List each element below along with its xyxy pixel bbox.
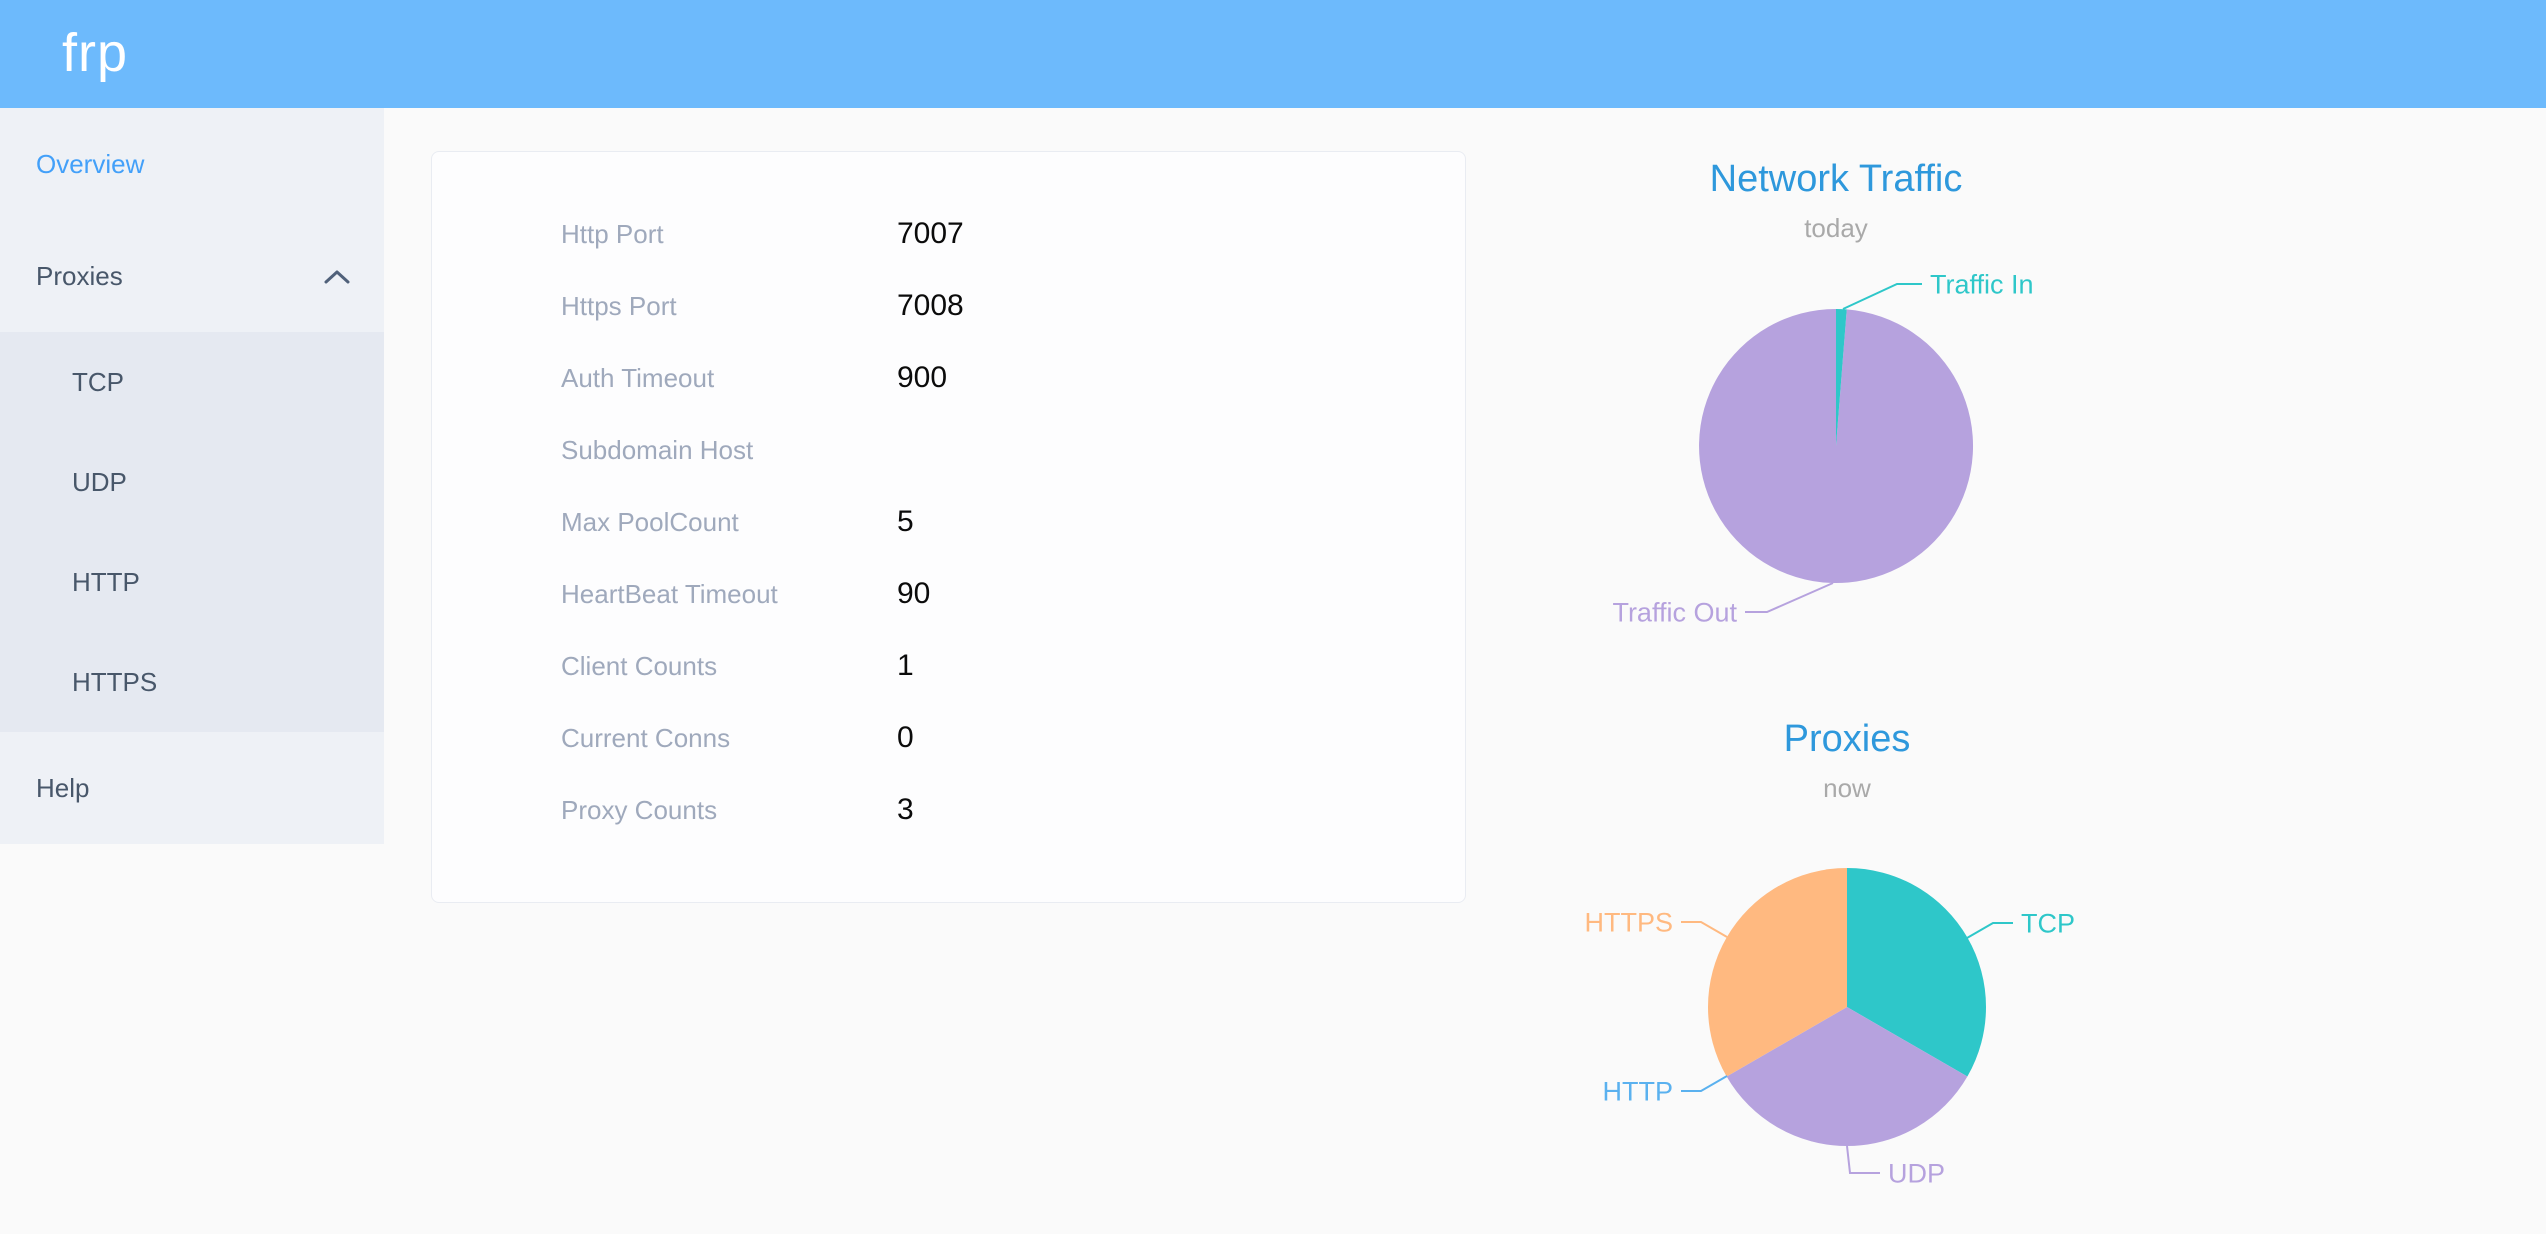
- pie-slice-traffic-out[interactable]: [1699, 309, 1974, 583]
- info-label: Auth Timeout: [561, 363, 715, 393]
- info-row: Max PoolCount 5: [432, 486, 1465, 558]
- pie-slice-traffic-in[interactable]: [1836, 309, 1847, 446]
- label-line-udp: [1846, 1145, 1880, 1174]
- info-value: 3: [897, 793, 914, 826]
- network-traffic-chart: Network Traffic today Traffic In Traffic…: [1478, 150, 2194, 690]
- info-label: Http Port: [561, 219, 664, 249]
- info-value: 7008: [897, 289, 964, 322]
- label-line-traffic-out: [1745, 582, 1834, 613]
- label-line-http: [1681, 1075, 1728, 1092]
- pie-label-tcp: TCP: [2021, 908, 2075, 938]
- sidebar-item-label: Overview: [36, 149, 145, 179]
- info-label: Proxy Counts: [561, 795, 718, 825]
- sidebar: Overview Proxies TCP UDP HTTP HTTPS Help: [0, 108, 384, 844]
- pie-label-http: HTTP: [1603, 1076, 1674, 1106]
- pie-slice-udp[interactable]: [1726, 1007, 1968, 1147]
- sidebar-item-http[interactable]: HTTP: [72, 567, 140, 597]
- chart-subtitle: now: [1823, 773, 1871, 803]
- info-value: 900: [897, 361, 948, 394]
- info-row: Https Port 7008: [432, 270, 1465, 342]
- info-value: 5: [897, 505, 914, 538]
- pie-label-https: HTTPS: [1584, 907, 1673, 937]
- label-line-tcp: [1966, 922, 2013, 939]
- app-logo: frp: [62, 22, 129, 83]
- info-label: Client Counts: [561, 651, 718, 681]
- sidebar-item-https[interactable]: HTTPS: [72, 667, 158, 697]
- app-header: frp: [0, 0, 2546, 108]
- sidebar-item-tcp[interactable]: TCP: [72, 367, 124, 397]
- info-label: Subdomain Host: [561, 435, 754, 465]
- sidebar-item-help[interactable]: Help: [0, 732, 384, 844]
- sidebar-item-udp[interactable]: UDP: [72, 467, 127, 497]
- info-label: Https Port: [561, 291, 677, 321]
- proxies-chart: Proxies now TCP HTTPS HTTP UDP: [1480, 710, 2214, 1234]
- info-value: 0: [897, 721, 914, 754]
- sidebar-item-proxies[interactable]: Proxies: [0, 220, 384, 332]
- info-row: Client Counts 1: [432, 630, 1465, 702]
- chart-title: Proxies: [1783, 718, 1911, 760]
- sidebar-item-label: Help: [36, 773, 90, 803]
- pie-slice-tcp[interactable]: [1847, 868, 1987, 1077]
- info-row: Auth Timeout 900: [432, 342, 1465, 414]
- info-row: Subdomain Host: [432, 414, 1465, 486]
- info-row: Http Port 7007: [432, 198, 1465, 270]
- info-value: 1: [897, 649, 914, 682]
- pie-label-traffic-in: Traffic In: [1930, 269, 2034, 299]
- pie-slice-https[interactable]: [1707, 868, 1847, 1077]
- pie-label-udp: UDP: [1888, 1158, 1945, 1188]
- label-line-https: [1681, 921, 1728, 938]
- chevron-up-icon: [324, 220, 350, 332]
- pie-label-traffic-out: Traffic Out: [1612, 597, 1737, 627]
- info-label: Max PoolCount: [561, 507, 739, 537]
- chart-title: Network Traffic: [1709, 158, 1963, 200]
- info-label: HeartBeat Timeout: [561, 579, 778, 609]
- server-info-card: Http Port 7007 Https Port 7008 Auth Timeou…: [431, 151, 1466, 903]
- info-row: Proxy Counts 3: [432, 774, 1465, 846]
- info-row: HeartBeat Timeout 90: [432, 558, 1465, 630]
- proxies-submenu: TCP UDP HTTP HTTPS: [0, 332, 384, 732]
- info-value: 7007: [897, 217, 964, 250]
- info-row: Current Conns 0: [432, 702, 1465, 774]
- sidebar-item-overview[interactable]: Overview: [0, 108, 384, 220]
- sidebar-item-label: Proxies: [36, 261, 123, 291]
- info-value: 90: [897, 577, 931, 610]
- info-label: Current Conns: [561, 723, 731, 753]
- chart-subtitle: today: [1804, 213, 1868, 243]
- label-line-traffic-in: [1842, 283, 1922, 310]
